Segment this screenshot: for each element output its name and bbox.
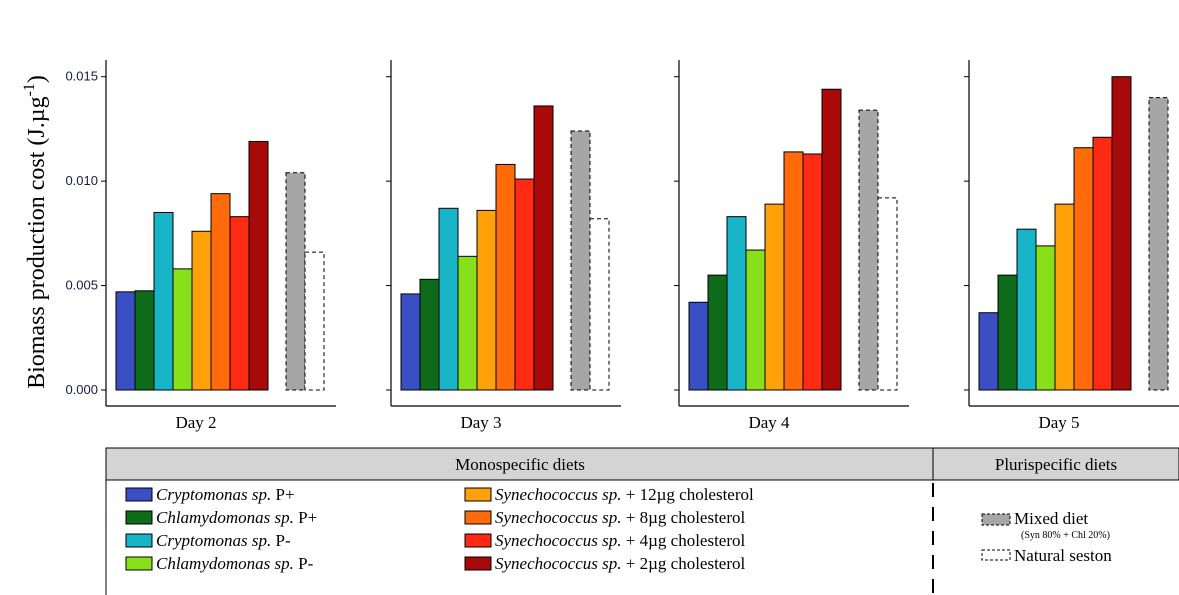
bar-synechococcus-sp-12-g-cholesterol-day-3 xyxy=(476,209,497,391)
bar-mixed-diet-day-4 xyxy=(858,109,879,391)
bar-chlamydomonas-sp-p--day-2 xyxy=(172,268,193,391)
legend-swatch xyxy=(125,487,153,502)
bar-synechococcus-sp-4-g-cholesterol-day-3 xyxy=(514,178,535,391)
y-tick-label: 0.005 xyxy=(65,278,98,293)
bar-cryptomonas-sp-p--day-5 xyxy=(978,312,999,391)
bar-chlamydomonas-sp-p--day-4 xyxy=(745,249,766,391)
legend-pluri-title: Plurispecific diets xyxy=(995,455,1117,474)
legend-swatch-mixed-diet xyxy=(981,513,1011,526)
y-tick-label: 0.015 xyxy=(65,69,98,84)
legend-mono-title: Monospecific diets xyxy=(455,455,585,474)
bar-synechococcus-sp-4-g-cholesterol-day-2 xyxy=(229,216,250,391)
legend-item-label: Synechococcus sp. + 8µg cholesterol xyxy=(495,508,746,527)
legend-swatch xyxy=(464,510,492,525)
y-tick-label: 0.000 xyxy=(65,382,98,397)
legend-item-label: Chlamydomonas sp. P- xyxy=(156,554,314,573)
bar-mixed-diet-day-2 xyxy=(285,172,306,391)
panel-day-5: Day 5 xyxy=(964,60,1179,432)
bar-chlamydomonas-sp-p--day-5 xyxy=(1035,245,1056,391)
bar-synechococcus-sp-2-g-cholesterol-day-5 xyxy=(1111,76,1132,391)
bar-cryptomonas-sp-p--day-4 xyxy=(726,216,747,391)
legend-item-label: Synechococcus sp. + 12µg cholesterol xyxy=(495,485,754,504)
legend-mixed-diet-label: Mixed diet xyxy=(1014,509,1088,528)
bar-synechococcus-sp-8-g-cholesterol-day-4 xyxy=(783,151,804,391)
bar-synechococcus-sp-2-g-cholesterol-day-2 xyxy=(248,140,269,391)
bar-chlamydomonas-sp-p--day-3 xyxy=(457,255,478,391)
bar-cryptomonas-sp-p--day-2 xyxy=(153,211,174,391)
y-tick-label: 0.010 xyxy=(65,173,98,188)
legend-swatch xyxy=(464,533,492,548)
y-axis-label: Biomass production cost (J.µg-1) xyxy=(21,75,50,389)
bar-cryptomonas-sp-p--day-3 xyxy=(400,293,421,391)
bar-chlamydomonas-sp-p--day-2 xyxy=(134,290,155,391)
bar-mixed-diet-day-3 xyxy=(570,130,591,391)
legend-swatch-natural-seston xyxy=(981,549,1011,561)
panel-day-4: Day 4 xyxy=(674,60,909,432)
bar-synechococcus-sp-12-g-cholesterol-day-5 xyxy=(1054,203,1075,391)
x-panel-label: Day 5 xyxy=(1038,413,1079,432)
legend-swatch xyxy=(464,487,492,502)
bar-natural-seston-day-2 xyxy=(304,251,325,391)
x-panel-label: Day 3 xyxy=(460,413,501,432)
legend-mixed-diet-sub: (Syn 80% + Chl 20%) xyxy=(1021,530,1110,541)
bar-cryptomonas-sp-p--day-3 xyxy=(438,207,459,391)
legend-swatch xyxy=(125,533,153,548)
legend-item-label: Cryptomonas sp. P+ xyxy=(156,485,295,504)
legend-item-label: Chlamydomonas sp. P+ xyxy=(156,508,317,527)
bar-synechococcus-sp-4-g-cholesterol-day-5 xyxy=(1092,136,1113,391)
bar-chlamydomonas-sp-p--day-5 xyxy=(997,274,1018,391)
bar-synechococcus-sp-8-g-cholesterol-day-2 xyxy=(210,193,231,391)
bar-synechococcus-sp-12-g-cholesterol-day-4 xyxy=(764,203,785,391)
legend: Monospecific diets Plurispecific diets Cry… xyxy=(105,447,1179,595)
legend-header-bar xyxy=(105,447,1179,481)
legend-natural-seston-label: Natural seston xyxy=(1014,546,1112,565)
bar-cryptomonas-sp-p--day-2 xyxy=(115,291,136,391)
bar-natural-seston-day-3 xyxy=(589,218,610,391)
legend-item-label: Synechococcus sp. + 4µg cholesterol xyxy=(495,531,746,550)
x-panel-label: Day 2 xyxy=(175,413,216,432)
legend-item-label: Cryptomonas sp. P- xyxy=(156,531,291,550)
x-panel-label: Day 4 xyxy=(748,413,790,432)
bar-synechococcus-sp-2-g-cholesterol-day-4 xyxy=(821,88,842,391)
bar-chlamydomonas-sp-p--day-3 xyxy=(419,278,440,391)
legend-item-label: Synechococcus sp. + 2µg cholesterol xyxy=(495,554,746,573)
bar-synechococcus-sp-8-g-cholesterol-day-3 xyxy=(495,163,516,391)
bar-cryptomonas-sp-p--day-4 xyxy=(688,301,709,391)
legend-swatch xyxy=(125,556,153,571)
legend-swatch xyxy=(464,556,492,571)
bar-synechococcus-sp-8-g-cholesterol-day-5 xyxy=(1073,147,1094,391)
panel-day-3: Day 3 xyxy=(386,60,621,432)
panel-day-2: 0.000 0.005 0.010 0.015 Day 2 xyxy=(65,60,336,432)
plot-layer: 0.000 0.005 0.010 0.015 Day 2 Day 3 Day 4 Day 5 xyxy=(65,60,1179,432)
bar-natural-seston-day-4 xyxy=(877,197,898,391)
bar-synechococcus-sp-2-g-cholesterol-day-3 xyxy=(533,105,554,391)
bar-chlamydomonas-sp-p--day-4 xyxy=(707,274,728,391)
bar-synechococcus-sp-12-g-cholesterol-day-2 xyxy=(191,230,212,391)
bar-synechococcus-sp-4-g-cholesterol-day-4 xyxy=(802,153,823,391)
bar-mixed-diet-day-5 xyxy=(1148,97,1169,391)
legend-swatch xyxy=(125,510,153,525)
bar-cryptomonas-sp-p--day-5 xyxy=(1016,228,1037,391)
